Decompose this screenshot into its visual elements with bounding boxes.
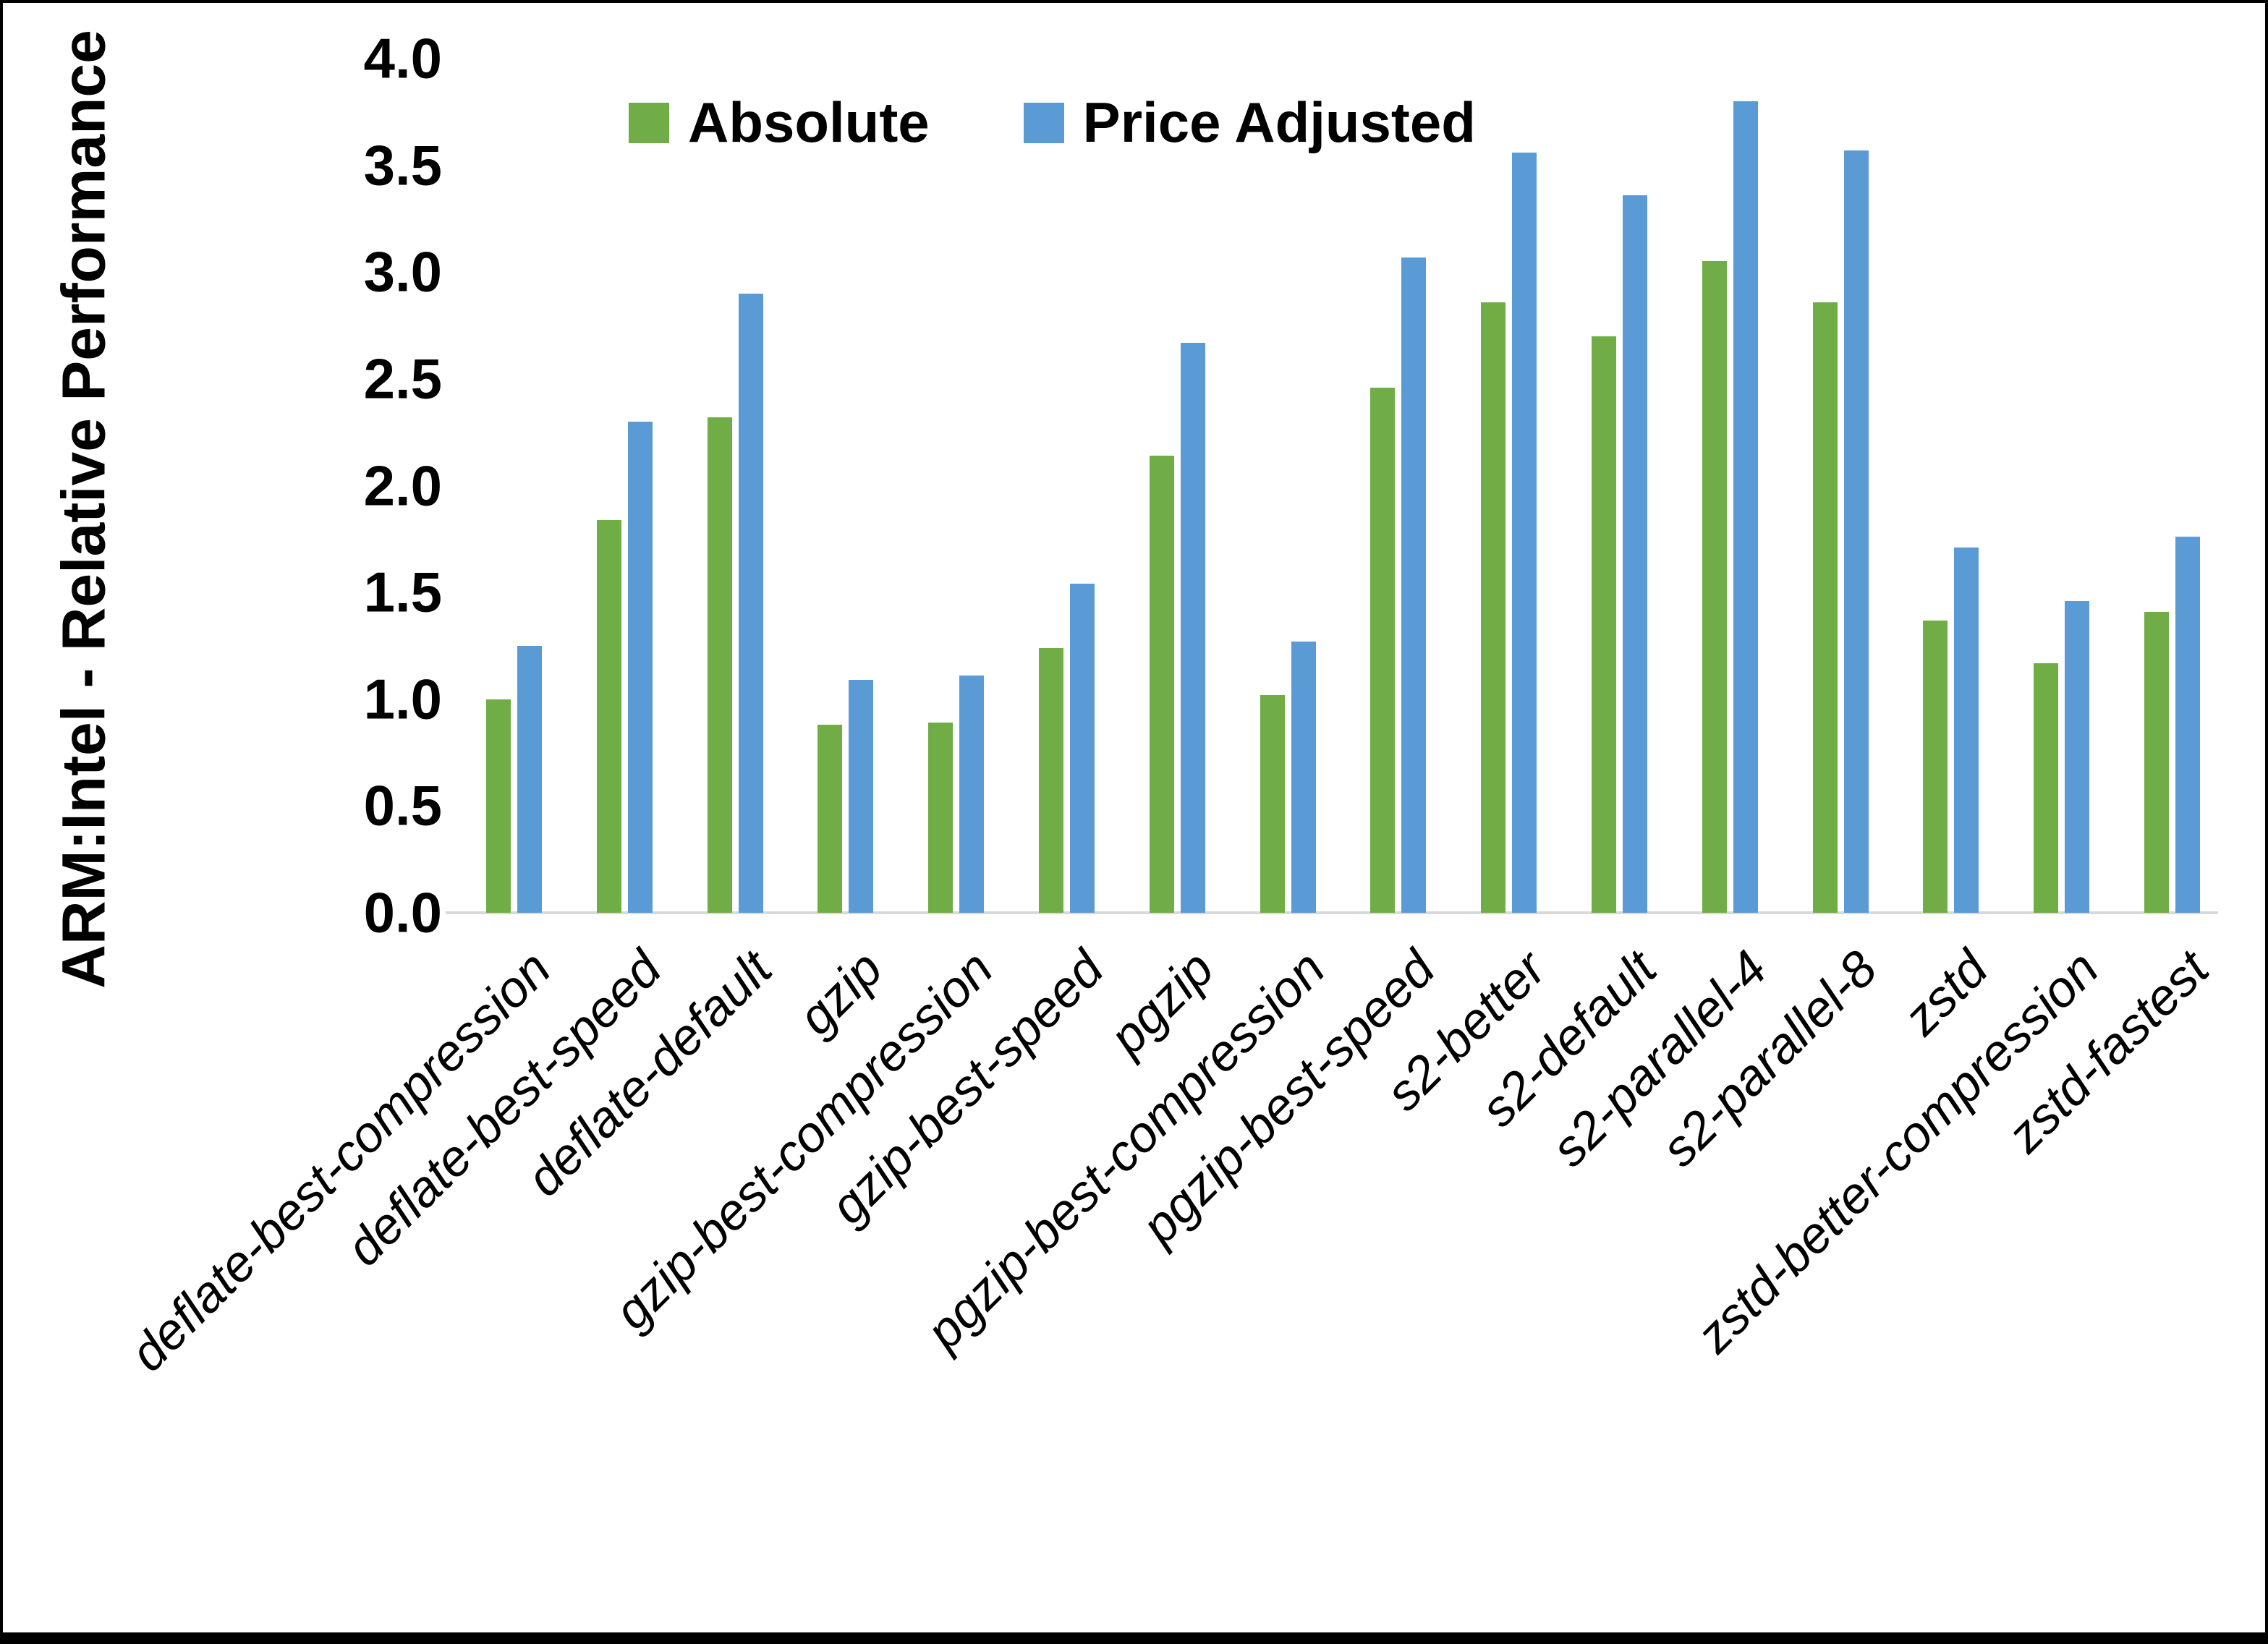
bar-price-adjusted-s2-parallel-4 xyxy=(1733,101,1758,913)
bar-absolute-deflate-default xyxy=(707,417,732,913)
bar-absolute-pgzip-best-speed xyxy=(1370,387,1396,913)
legend-swatch-absolute xyxy=(629,102,669,143)
legend: Absolute Price Adjusted xyxy=(629,90,1476,156)
bar-price-adjusted-s2-better xyxy=(1512,152,1537,913)
bar-absolute-s2-default xyxy=(1592,336,1616,913)
bar-price-adjusted-zstd xyxy=(1954,548,1979,913)
legend-swatch-price-adjusted xyxy=(1023,102,1064,143)
bar-absolute-zstd xyxy=(1923,620,1948,913)
bar-absolute-zstd-better-compression xyxy=(2034,663,2059,913)
bar-price-adjusted-deflate-best-speed xyxy=(627,421,653,913)
bar-price-adjusted-pgzip-best-compression xyxy=(1291,642,1316,913)
bar-price-adjusted-s2-parallel-8 xyxy=(1843,150,1869,913)
bar-absolute-deflate-best-compression xyxy=(486,699,511,913)
bar-absolute-s2-parallel-4 xyxy=(1702,261,1727,913)
legend-item-absolute: Absolute xyxy=(629,90,930,156)
y-tick-label: 2.5 xyxy=(363,346,442,411)
bar-price-adjusted-pgzip xyxy=(1180,342,1205,913)
x-axis-line xyxy=(446,911,2218,914)
y-axis-title: ARM:Intel - Relative Performance xyxy=(49,30,118,989)
y-tick-label: 4.0 xyxy=(363,26,442,90)
legend-label-absolute: Absolute xyxy=(688,90,930,154)
bar-price-adjusted-deflate-best-compression xyxy=(517,645,542,913)
bar-price-adjusted-zstd-better-compression xyxy=(2065,600,2090,913)
bar-absolute-deflate-best-speed xyxy=(596,519,621,913)
y-tick-label: 1.0 xyxy=(363,667,442,731)
bar-price-adjusted-gzip-best-compression xyxy=(959,676,985,913)
bar-absolute-s2-better xyxy=(1481,302,1506,913)
y-tick-label: 3.5 xyxy=(363,133,442,197)
bar-absolute-pgzip-best-compression xyxy=(1260,694,1285,913)
bar-absolute-s2-parallel-8 xyxy=(1812,302,1838,913)
x-category-label: deflate-best-compression xyxy=(119,940,561,1382)
y-tick-label: 0.0 xyxy=(363,880,442,945)
bar-absolute-gzip xyxy=(817,725,843,913)
y-tick-label: 1.5 xyxy=(363,560,442,624)
bar-price-adjusted-s2-default xyxy=(1623,195,1647,913)
bar-price-adjusted-gzip-best-speed xyxy=(1070,584,1095,913)
bar-absolute-gzip-best-compression xyxy=(928,723,954,913)
y-tick-label: 2.0 xyxy=(363,453,442,517)
bar-absolute-zstd-fastest xyxy=(2144,611,2169,913)
legend-label-price-adjusted: Price Adjusted xyxy=(1082,90,1476,154)
bar-absolute-pgzip xyxy=(1149,456,1174,913)
bar-price-adjusted-deflate-default xyxy=(738,293,763,913)
legend-item-price-adjusted: Price Adjusted xyxy=(1023,90,1476,156)
bar-absolute-gzip-best-speed xyxy=(1039,647,1063,913)
y-tick-label: 0.5 xyxy=(363,773,442,838)
y-tick-label: 3.0 xyxy=(363,239,442,304)
bar-price-adjusted-gzip xyxy=(849,680,874,913)
bar-price-adjusted-zstd-fastest xyxy=(2175,537,2200,913)
bar-price-adjusted-pgzip-best-speed xyxy=(1401,257,1427,913)
